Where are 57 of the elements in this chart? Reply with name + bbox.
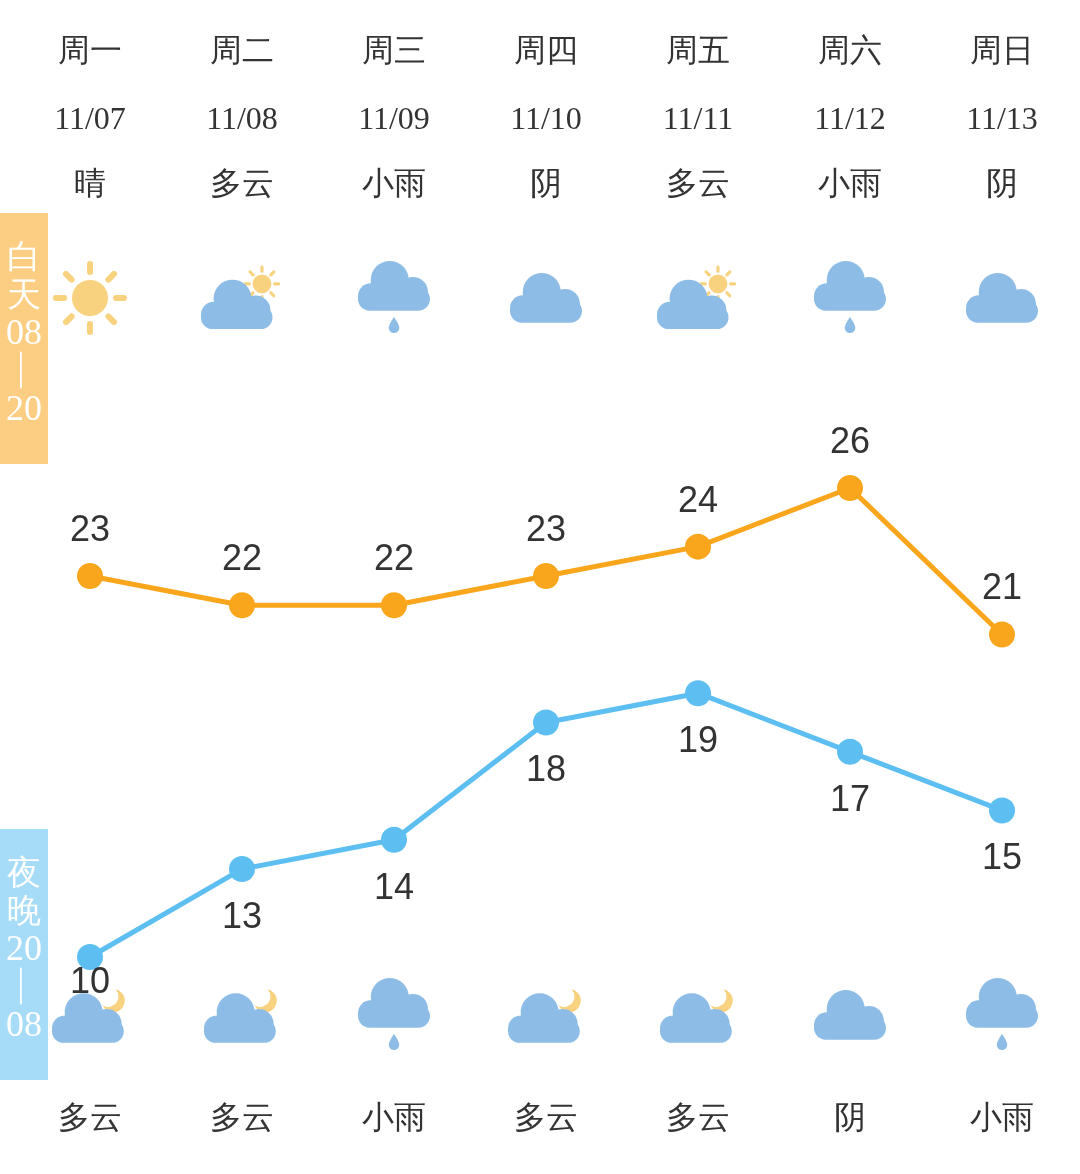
text: 多云 (514, 1097, 578, 1137)
text: 小雨 (362, 1097, 426, 1137)
text: 多云 (210, 163, 274, 203)
text: 阴 (986, 163, 1018, 203)
data-label: 14 (373, 865, 415, 907)
data-label: 24 (677, 478, 719, 520)
text: 小雨 (970, 1097, 1034, 1137)
point (685, 680, 711, 707)
point (229, 592, 255, 619)
text: 多云 (58, 1097, 122, 1137)
text: 11/13 (966, 99, 1038, 138)
x-tick-label: 周五 (666, 30, 730, 70)
point (685, 533, 711, 560)
data-label: 15 (981, 836, 1023, 878)
data-label: 23 (69, 507, 111, 549)
point (837, 475, 863, 501)
point (989, 621, 1015, 648)
text: 小雨 (818, 163, 882, 203)
x-tick-label: 周一 (58, 30, 122, 70)
data-label: 22 (373, 537, 415, 579)
text: 11/09 (358, 99, 430, 138)
x-tick-label: 周六 (818, 30, 882, 70)
text: 阴 (834, 1097, 866, 1137)
data-label: 19 (677, 719, 719, 761)
data-label: 10 (69, 959, 111, 1001)
text: 11/10 (510, 99, 582, 138)
point (229, 856, 255, 883)
text: 小雨 (362, 163, 426, 203)
x-tick-label: 周日 (970, 30, 1034, 70)
data-label: 18 (525, 748, 567, 790)
text: 11/08 (206, 99, 278, 138)
point (989, 797, 1015, 824)
point (533, 562, 559, 589)
data-label: 23 (525, 507, 567, 549)
x-tick-label: 周三 (362, 30, 426, 70)
text: 多云 (666, 163, 730, 203)
point (381, 826, 407, 853)
text: 多云 (210, 1097, 274, 1137)
x-tick-label: 周二 (210, 30, 274, 70)
data-label: 17 (829, 777, 871, 819)
text: 11/07 (54, 99, 126, 138)
data-label: 21 (981, 566, 1023, 608)
data-label: 13 (221, 894, 263, 936)
text: 晴 (74, 163, 106, 203)
text: 多云 (666, 1097, 730, 1137)
text: 阴 (530, 163, 562, 203)
data-label: 22 (221, 537, 263, 579)
text: 11/11 (662, 99, 734, 138)
x-tick-label: 周四 (514, 30, 578, 70)
point (533, 709, 559, 736)
text: 白天08—20 (3, 236, 45, 428)
point (381, 592, 407, 619)
data-label: 26 (829, 419, 871, 461)
point (837, 738, 863, 765)
text: 11/12 (814, 99, 886, 138)
point (77, 562, 103, 589)
annotation: 夜晚20—08 (3, 852, 45, 1044)
